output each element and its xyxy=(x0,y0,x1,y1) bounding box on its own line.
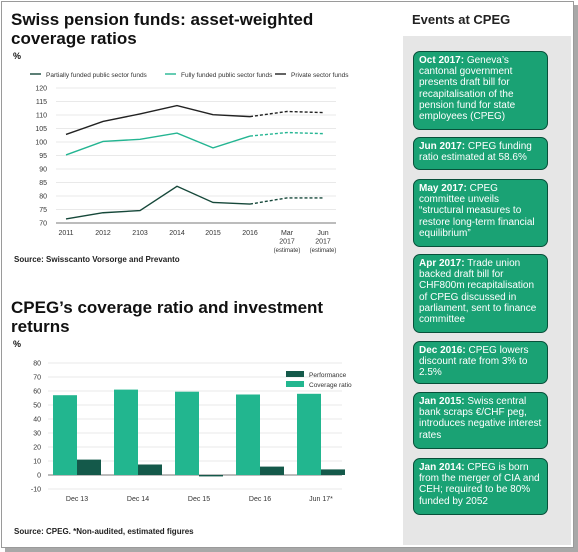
bar-coverage-ratio xyxy=(53,395,77,475)
event-apr-2017: Apr 2017: Trade union backed draft bill … xyxy=(413,254,548,333)
legend-swatch xyxy=(286,371,304,377)
legend-swatch xyxy=(286,381,304,387)
y-tick-label: 75 xyxy=(39,207,47,214)
bar-coverage-ratio xyxy=(114,389,138,475)
legend-label: Private sector funds xyxy=(291,72,349,79)
y-tick-label: 90 xyxy=(39,167,47,174)
x-tick-label: 2103 xyxy=(132,230,148,237)
x-tick-label: 2017 xyxy=(279,239,295,246)
event-jun-2017: Jun 2017: CPEG funding ratio estimated a… xyxy=(413,137,548,170)
y-tick-label: 85 xyxy=(39,180,47,187)
chart2-source: Source: CPEG. *Non-audited, estimated fi… xyxy=(14,527,194,536)
x-tick-label: Dec 15 xyxy=(188,496,210,503)
y-tick-label: 80 xyxy=(33,361,41,368)
x-tick-label: 2016 xyxy=(242,230,258,237)
chart2-title-line1: CPEG’s coverage ratio and investment xyxy=(11,298,324,317)
x-tick-label: Dec 14 xyxy=(127,496,149,503)
chart2-title-line2: returns xyxy=(11,317,70,336)
y-tick-label: -10 xyxy=(31,487,41,494)
event-date: Jan 2014: xyxy=(419,462,465,473)
y-tick-label: 70 xyxy=(39,221,47,228)
bar-performance xyxy=(199,475,223,477)
y-tick-label: 120 xyxy=(35,86,47,93)
y-tick-label: 105 xyxy=(35,126,47,133)
bar-performance xyxy=(77,459,101,475)
event-text: CPEG funding ratio estimated at 58.6% xyxy=(419,141,532,164)
event-date: Jun 2017: xyxy=(419,141,466,152)
chart1-title-line1: Swiss pension funds: asset-weighted xyxy=(11,10,314,29)
bar-performance xyxy=(321,469,345,475)
event-date: May 2017: xyxy=(419,183,467,194)
series-line xyxy=(65,132,251,156)
events-title: Events at CPEG xyxy=(412,12,511,27)
event-text: Geneva’s cantonal government presents dr… xyxy=(419,55,516,123)
y-tick-label: 60 xyxy=(33,389,41,396)
event-jan-2015: Jan 2015: Swiss central bank scraps €/CH… xyxy=(413,392,548,449)
y-tick-label: 100 xyxy=(35,140,47,147)
y-tick-label: 0 xyxy=(37,473,41,480)
event-text: Swiss central bank scraps €/CHF peg, int… xyxy=(419,396,542,441)
x-tick-label: Dec 16 xyxy=(249,496,271,503)
series-line-estimate xyxy=(249,197,323,205)
y-tick-label: 40 xyxy=(33,417,41,424)
x-tick-label: 2017 xyxy=(315,239,331,246)
y-tick-label: 110 xyxy=(36,113,47,120)
event-dec-2016: Dec 2016: CPEG lowers discount rate from… xyxy=(413,341,548,384)
event-date: Jan 2015: xyxy=(419,396,465,407)
chart2-title: CPEG’s coverage ratio and investment ret… xyxy=(11,298,323,336)
y-tick-label: 70 xyxy=(33,375,41,382)
event-date: Oct 2017: xyxy=(419,55,465,66)
chart1-title: Swiss pension funds: asset-weighted cove… xyxy=(11,10,313,48)
y-tick-label: 80 xyxy=(39,194,47,201)
bar-coverage-ratio xyxy=(175,391,199,475)
event-may-2017: May 2017: CPEG committee unveils “struct… xyxy=(413,179,548,247)
bar-performance xyxy=(260,466,284,475)
event-text: CPEG is born from the merger of CIA and … xyxy=(419,462,540,507)
x-tick-label: (estimate) xyxy=(274,248,301,254)
legend-label: Fully funded public sector funds xyxy=(181,72,273,79)
x-tick-label: Jun xyxy=(317,230,328,237)
y-tick-label: 95 xyxy=(39,153,47,160)
chart1-source: Source: Swisscanto Vorsorge and Prevanto xyxy=(14,255,180,264)
x-tick-label: 2015 xyxy=(205,230,221,237)
y-tick-label: 115 xyxy=(36,99,47,106)
x-tick-label: (estimate) xyxy=(310,248,337,254)
x-tick-label: Jun 17* xyxy=(309,496,333,503)
x-tick-label: 2012 xyxy=(95,230,111,237)
chart1-title-line2: coverage ratios xyxy=(11,29,137,48)
legend-label: Coverage ratio xyxy=(309,382,352,389)
event-text: Trade union backed draft bill for CHF800… xyxy=(419,258,537,326)
legend-label: Partially funded public sector funds xyxy=(46,72,148,79)
y-tick-label: 10 xyxy=(33,459,41,466)
y-tick-label: 50 xyxy=(33,403,41,410)
x-tick-label: Mar xyxy=(281,230,294,237)
x-tick-label: 2014 xyxy=(169,230,185,237)
chart1-unit: % xyxy=(13,51,22,61)
event-text: CPEG committee unveils “structural measu… xyxy=(419,183,535,239)
y-tick-label: 30 xyxy=(33,431,41,438)
event-date: Dec 2016: xyxy=(419,345,466,356)
bar-performance xyxy=(138,464,162,475)
event-jan-2014: Jan 2014: CPEG is born from the merger o… xyxy=(413,458,548,515)
frame-shadow-bottom xyxy=(5,548,578,552)
event-text: CPEG lowers discount rate from 3% to 2.5… xyxy=(419,345,529,379)
bar-coverage-ratio xyxy=(236,394,260,475)
series-line-estimate xyxy=(249,131,324,137)
event-date: Apr 2017: xyxy=(419,258,465,269)
x-tick-label: 2011 xyxy=(58,230,73,237)
series-line-estimate xyxy=(249,110,324,118)
x-tick-label: Dec 13 xyxy=(66,496,88,503)
chart1-plot: 70 75 80 85 90 95 100 105 110 115 120 2011 2012 2103 2… xyxy=(30,72,349,254)
chart2-unit: % xyxy=(13,339,22,349)
bar-coverage-ratio xyxy=(297,393,321,475)
frame-shadow-right xyxy=(574,5,578,549)
chart2-plot: -10 0 10 20 30 40 50 60 70 80 Dec 13 Dec 14 Dec 15 De… xyxy=(31,361,352,504)
y-tick-label: 20 xyxy=(33,445,41,452)
series-line xyxy=(65,185,251,220)
event-oct-2017: Oct 2017: Geneva’s cantonal government p… xyxy=(413,51,548,130)
series-line xyxy=(65,104,251,136)
legend-label: Performance xyxy=(309,372,347,379)
